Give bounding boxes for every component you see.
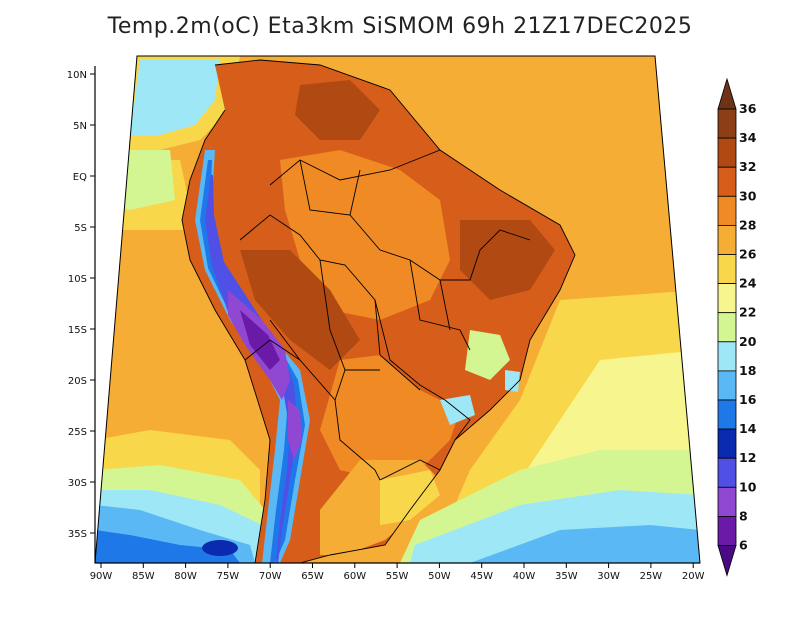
longitude-axis: 90W 85W 80W 75W 70W 65W 60W 55W 50W 45W 40W 35W 30W 2…: [90, 563, 705, 582]
colorbar-label: 18: [739, 363, 756, 378]
colorbar-segment: [717, 457, 737, 488]
colorbar-segment: [717, 428, 737, 459]
lon-tick-label: 25W: [640, 571, 663, 582]
colorbar-label: 30: [739, 188, 757, 203]
colorbar-segment: [717, 486, 737, 517]
colorbar-label: 26: [739, 247, 757, 262]
colorbar-segment: [717, 166, 737, 197]
colorbar-label: 6: [739, 538, 748, 553]
colorbar-label: 36: [739, 101, 757, 116]
lat-tick-label: 30S: [68, 478, 87, 489]
colorbar-segment: [717, 283, 737, 314]
colorbar-segment: [717, 195, 737, 226]
lon-tick-label: 70W: [259, 571, 282, 582]
colorbar-label: 16: [739, 392, 757, 407]
map-title: Temp.2m(oC) Eta3km SiSMOM 69h 21Z17DEC20…: [107, 14, 693, 39]
lon-tick-label: 85W: [132, 571, 155, 582]
colorbar-segment: [717, 312, 737, 343]
colorbar-label: 32: [739, 159, 756, 174]
colorbar-segment: [717, 224, 737, 255]
colorbar-segment: [717, 370, 737, 401]
lon-tick-label: 80W: [174, 571, 197, 582]
lat-tick-label: 5S: [74, 223, 87, 234]
colorbar-label: 10: [739, 479, 757, 494]
country-borders: [181, 59, 576, 563]
lon-tick-label: 55W: [386, 571, 409, 582]
lat-tick-label: 15S: [68, 325, 87, 336]
lat-tick-label: 35S: [68, 529, 87, 540]
lon-tick-label: 35W: [555, 571, 578, 582]
colorbar-label: 12: [739, 450, 756, 465]
colorbar-label: 20: [739, 334, 757, 349]
lat-tick-label: 10N: [67, 70, 87, 81]
lat-tick-label: 20S: [68, 376, 87, 387]
colorbar-segment: [717, 399, 737, 430]
lat-tick-label: 25S: [68, 427, 87, 438]
temperature-field: [95, 56, 700, 563]
colorbar-segment: [717, 137, 737, 168]
colorbar-label: 34: [739, 130, 757, 145]
lon-tick-label: 50W: [428, 571, 451, 582]
colorbar-label: 22: [739, 305, 756, 320]
lon-tick-label: 30W: [597, 571, 620, 582]
colorbar: 36 34 32 30 28 26 24 22 20 18 16 14 12 10 8 6: [717, 77, 757, 577]
lon-tick-label: 40W: [513, 571, 536, 582]
colorbar-label: 28: [739, 217, 756, 232]
colorbar-label: 24: [739, 276, 757, 291]
colorbar-bottom-arrow: [717, 545, 737, 577]
lon-tick-label: 65W: [301, 571, 324, 582]
lon-tick-label: 75W: [217, 571, 240, 582]
lon-tick-label: 60W: [343, 571, 366, 582]
lon-tick-label: 20W: [682, 571, 705, 582]
lat-tick-label: 5N: [73, 121, 87, 132]
colorbar-label: 14: [739, 421, 757, 436]
colorbar-segment: [717, 254, 737, 285]
lon-tick-label: 45W: [470, 571, 493, 582]
colorbar-top-arrow: [717, 77, 737, 110]
colorbar-segment: [717, 516, 737, 546]
lon-tick-label: 90W: [90, 571, 113, 582]
lat-tick-label: 10S: [68, 274, 87, 285]
latitude-axis: 10N 5N EQ 5S 10S 15S 20S 25S 30S 35S: [67, 70, 95, 540]
colorbar-segment: [717, 341, 737, 372]
colorbar-segment: [717, 108, 737, 139]
colorbar-label: 8: [739, 508, 748, 523]
lat-tick-label: EQ: [73, 172, 87, 183]
